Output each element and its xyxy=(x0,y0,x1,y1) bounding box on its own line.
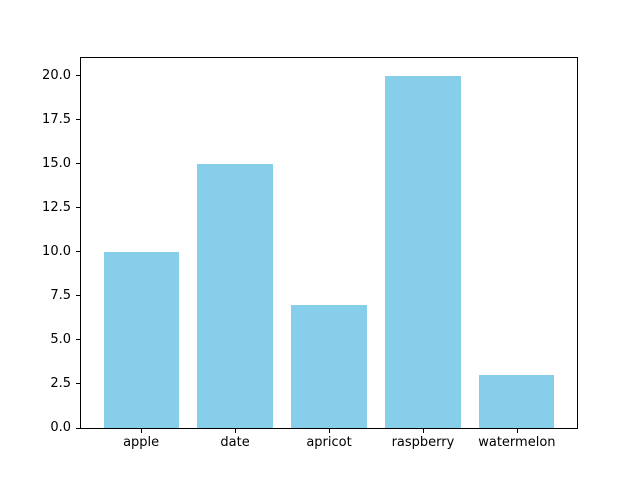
y-tick-mark xyxy=(76,251,80,253)
bar-date xyxy=(197,163,273,428)
x-tick-mark xyxy=(516,429,518,433)
bar-apricot xyxy=(291,304,367,428)
x-tick-label-raspberry: raspberry xyxy=(391,435,455,450)
x-tick-label-date: date xyxy=(220,435,250,450)
bar-apple xyxy=(103,251,179,428)
y-tick-mark xyxy=(76,207,80,209)
y-tick-label-12.5: 12.5 xyxy=(42,199,71,215)
y-tick-label-10.0: 10.0 xyxy=(42,243,71,259)
y-tick-mark xyxy=(76,119,80,121)
x-tick-mark xyxy=(329,429,330,433)
x-tick-label-apricot: apricot xyxy=(306,435,352,450)
y-tick-mark xyxy=(76,383,80,385)
x-tick-mark xyxy=(422,429,424,433)
y-tick-label-5.0: 5.0 xyxy=(50,331,71,347)
y-tick-label-17.5: 17.5 xyxy=(42,111,71,127)
y-tick-label-0.0: 0.0 xyxy=(50,420,71,435)
y-tick-label-2.5: 2.5 xyxy=(50,375,71,391)
y-tick-mark xyxy=(76,339,80,341)
y-tick-mark xyxy=(76,163,80,165)
y-tick-mark xyxy=(76,427,80,429)
y-tick-label-20.0: 20.0 xyxy=(42,67,71,83)
y-tick-label-15.0: 15.0 xyxy=(42,155,71,171)
x-tick-label-watermelon: watermelon xyxy=(478,435,556,450)
x-tick-label-apple: apple xyxy=(123,435,160,450)
x-tick-mark xyxy=(141,429,143,433)
plot-area: apple date apricot raspberry watermelon 0.0 2.… xyxy=(42,57,578,450)
y-tick-label-7.5: 7.5 xyxy=(50,287,71,303)
bar-raspberry xyxy=(385,75,461,428)
x-tick-mark xyxy=(235,429,237,433)
bar-watermelon xyxy=(479,375,555,428)
y-tick-mark xyxy=(76,75,80,77)
y-tick-mark xyxy=(76,295,80,297)
